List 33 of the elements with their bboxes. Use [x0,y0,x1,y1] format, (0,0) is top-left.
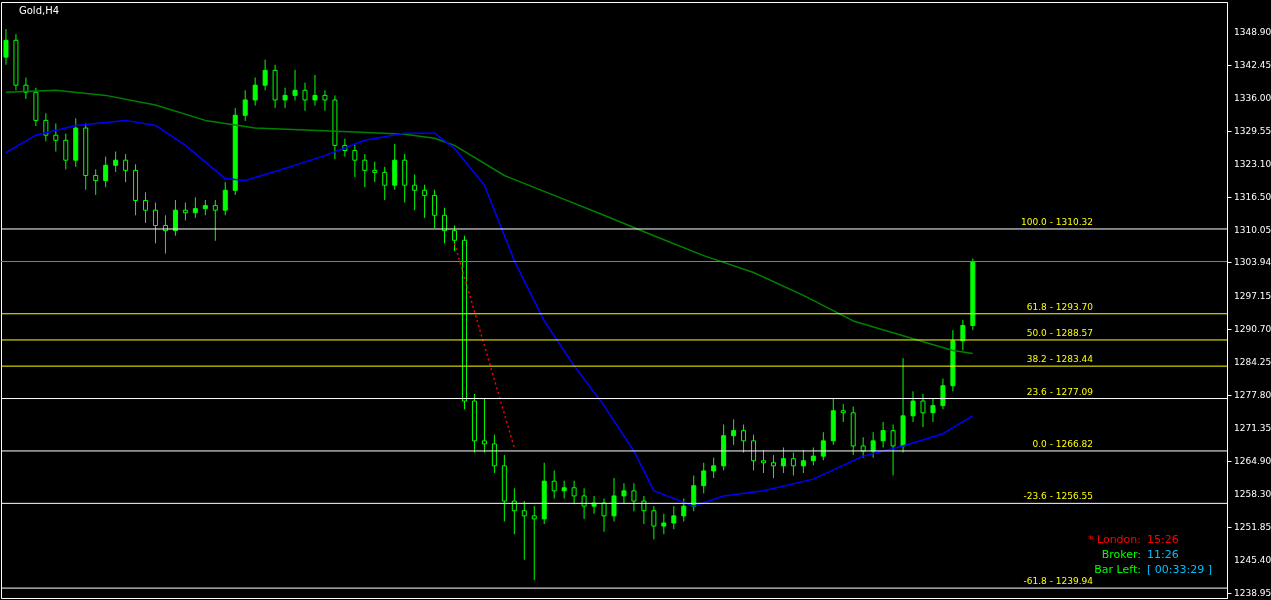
annotation: * London: [1087,533,1141,546]
y-tick-label: 1245.40 [1234,555,1271,566]
y-tick-label: 1323.10 [1234,158,1271,169]
annotation: Broker: [1101,548,1141,561]
y-tick-label: 1264.90 [1234,455,1271,466]
annotation: 15:26 [1147,533,1179,546]
y-tick-label: 1284.25 [1234,357,1271,367]
y-tick-label: 1348.90 [1234,27,1271,38]
annotation: [ 00:33:29 ] [1147,563,1212,576]
y-tick-label: 1258.30 [1234,489,1271,500]
y-tick-label: 1251.85 [1234,522,1271,533]
y-tick-label: 1310.05 [1234,225,1271,236]
y-tick-label: 1303.94 [1234,256,1271,267]
annotation: Bar Left: [1094,563,1141,576]
y-tick-label: 1238.95 [1234,588,1271,599]
annotation: 61.8 - 1293.70 [1026,301,1094,312]
y-tick-label: 1277.80 [1234,389,1271,400]
annotation: 100.0 - 1310.32 [1021,216,1093,227]
y-tick-label: 1290.70 [1234,324,1271,335]
y-tick-label: 1271.35 [1234,422,1271,433]
y-tick-label: 1342.45 [1234,60,1271,71]
annotation: -61.8 - 1239.94 [1023,576,1094,587]
chart-title: Gold,H4 [19,5,60,16]
annotation: 0.0 - 1266.82 [1032,438,1093,449]
y-tick-label: 1329.55 [1234,125,1271,136]
annotation: 50.0 - 1288.57 [1026,327,1093,338]
y-tick-label: 1316.50 [1234,192,1271,203]
annotation: 23.6 - 1277.09 [1026,386,1094,397]
annotation: 11:26 [1147,548,1179,561]
annotation: -23.6 - 1256.55 [1023,491,1093,502]
annotation: 38.2 - 1283.44 [1026,354,1094,365]
y-tick-label: 1297.15 [1234,291,1271,302]
y-tick-label: 1336.00 [1234,92,1271,103]
